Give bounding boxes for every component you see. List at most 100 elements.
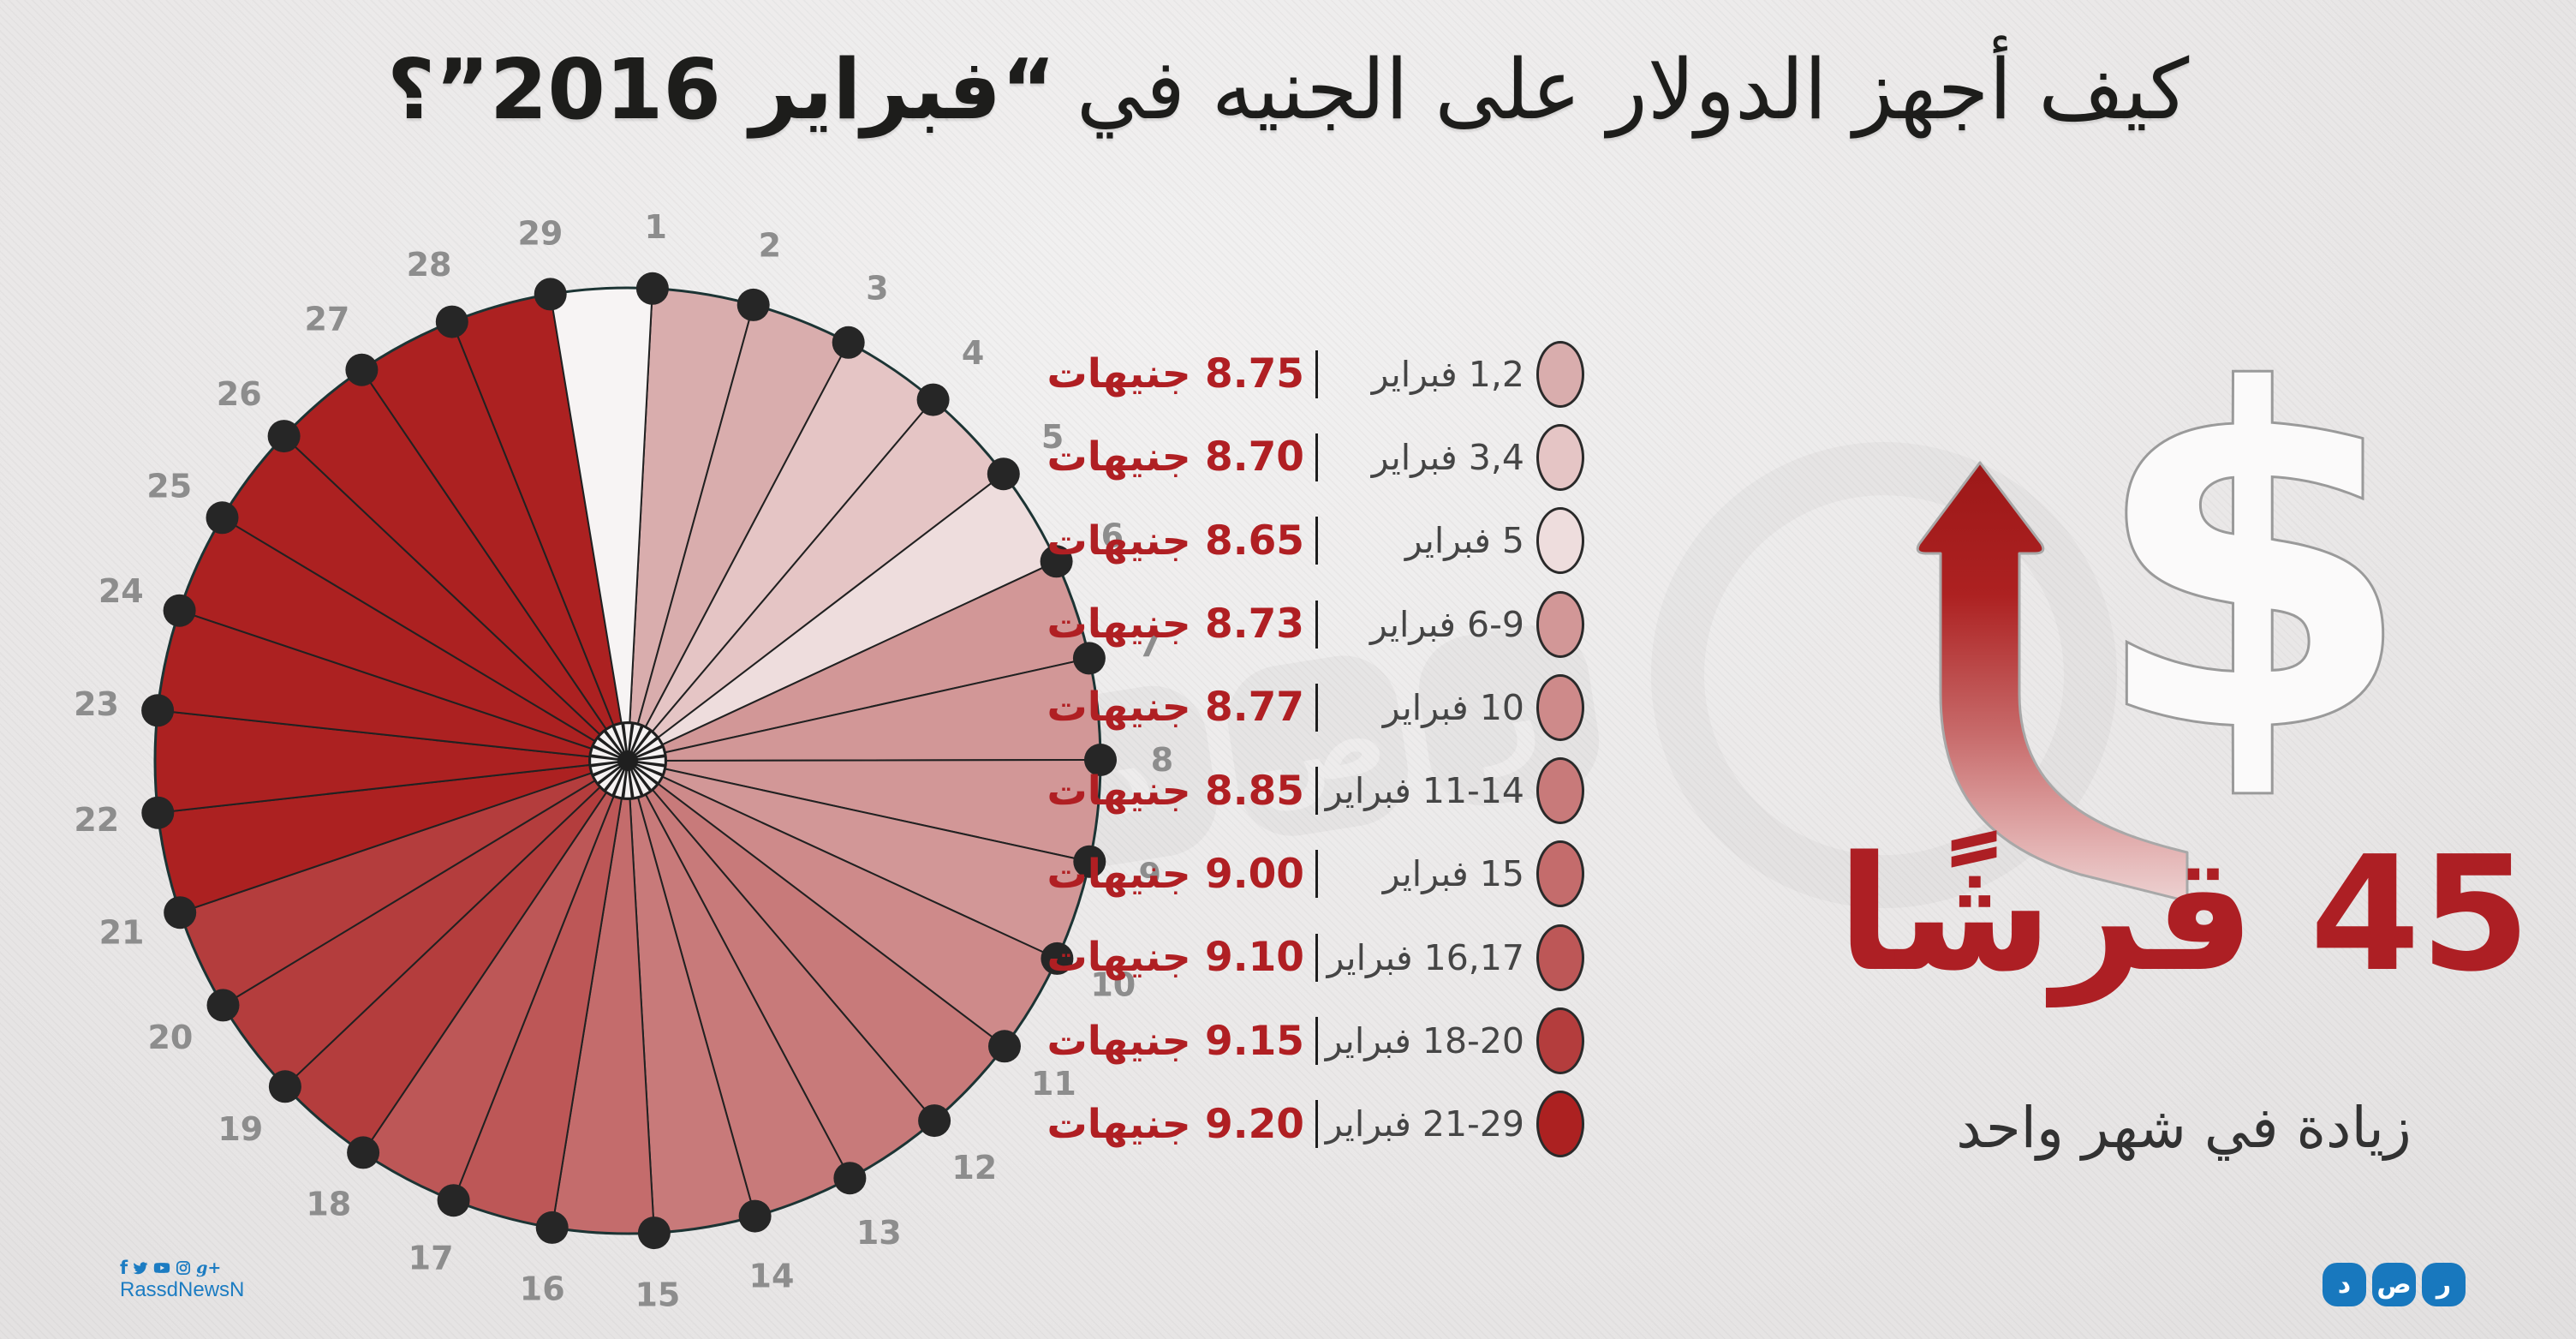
legend-swatch [1536, 507, 1584, 575]
pie-day-label-25: 25 [146, 468, 192, 505]
pie-day-dot-21 [164, 896, 197, 930]
legend-swatch [1536, 673, 1584, 741]
pie-day-label-20: 20 [147, 1019, 193, 1056]
legend-separator [1315, 1017, 1318, 1066]
legend-value: 9.20 جنيهات [1046, 1100, 1304, 1148]
pie-day-dot-23 [141, 694, 175, 727]
logo-box-letter: ص [2372, 1263, 2416, 1306]
pie-hub-ray [606, 768, 623, 794]
legend-swatch [1536, 757, 1584, 825]
legend-swatch [1536, 1007, 1584, 1075]
pie-day-label-21: 21 [99, 914, 145, 952]
rassd-logo: د ص ر [2323, 1263, 2466, 1306]
pie-day-dot-20 [206, 989, 240, 1022]
pie-day-dot-6 [1040, 545, 1073, 578]
legend-row: 11-14 فبراير 8.85 جنيهات [1047, 749, 1584, 832]
legend-date: 6-9 فبراير [1369, 603, 1524, 645]
google-plus-icon: g+ [196, 1258, 222, 1277]
pie-day-label-24: 24 [98, 572, 144, 610]
logo-box-letter: ر [2422, 1263, 2466, 1306]
pie-hub-ray [599, 732, 622, 755]
pie-hub-ray [624, 724, 631, 752]
title-regular: كيف أجهز الدولار على الجنيه في [1076, 41, 2190, 138]
pie-hub-ray [632, 768, 649, 794]
legend-date: 1,2 فبراير [1371, 353, 1524, 395]
dollar-rise-graphic: $ [1916, 293, 2416, 903]
pie-hub-ray [634, 767, 656, 789]
pie-hub-ray [599, 767, 622, 789]
pie-hub-ray [629, 768, 641, 798]
legend-date: 16,17 فبراير [1327, 936, 1524, 978]
pie-hub-center [617, 750, 638, 771]
pie-day-dot-9 [1073, 845, 1106, 878]
legend-date: 15 فبراير [1382, 853, 1524, 895]
pie-day-dot-22 [141, 796, 175, 829]
pie-hub-ray [606, 727, 623, 754]
legend-row: 16,17 فبراير 9.10 جنيهات [1047, 916, 1584, 999]
legend-separator [1315, 767, 1318, 816]
pie-day-dot-16 [535, 1210, 569, 1244]
legend-swatch [1536, 590, 1584, 658]
legend-value: 9.15 جنيهات [1046, 1017, 1304, 1065]
legend-row: 5 فبراير 8.65 جنيهات [1047, 499, 1584, 583]
pie-day-label-1: 1 [644, 208, 666, 246]
pie-day-dot-7 [1072, 642, 1106, 675]
pie-day-label-4: 4 [962, 334, 984, 372]
legend-row: 3,4 فبراير 8.70 جنيهات [1047, 415, 1584, 499]
logo-box-letter: د [2323, 1263, 2366, 1306]
pie-hub-ray [591, 762, 620, 774]
legend-separator [1315, 1100, 1318, 1149]
pie-day-dot-1 [635, 272, 669, 305]
page-title: كيف أجهز الدولار على الجنيه في“فبراير 20… [0, 34, 2576, 146]
legend-date: 3,4 فبراير [1371, 436, 1524, 478]
pie-day-label-16: 16 [520, 1270, 565, 1307]
pie-hub-ray [632, 727, 649, 754]
legend-swatch [1536, 423, 1584, 491]
pie-hub-ray [629, 724, 641, 753]
headline-subtitle: زيادة في شهر واحد [1956, 1095, 2412, 1161]
pie-day-dot-28 [435, 305, 468, 338]
pie-day-label-18: 18 [306, 1185, 351, 1222]
legend-swatch [1536, 924, 1584, 991]
facebook-icon: f [120, 1258, 128, 1278]
pie-day-dot-4 [916, 383, 950, 416]
pie-hub-ray [635, 762, 665, 774]
legend-row: 10 فبراير 8.77 جنيهات [1047, 666, 1584, 749]
legend-value: 8.77 جنيهات [1046, 684, 1304, 732]
social-icons: f g+ [120, 1258, 462, 1278]
pie-day-dot-8 [1084, 744, 1117, 776]
pie-day-label-27: 27 [304, 301, 349, 338]
pie-day-dot-17 [437, 1184, 470, 1217]
pie-day-label-3: 3 [866, 270, 888, 308]
youtube-icon [153, 1261, 170, 1275]
pie-hub-ray [636, 757, 665, 764]
headline-45-piasters: 45 قرشًا [1837, 822, 2531, 1007]
legend-swatch [1536, 1091, 1584, 1158]
pie-day-label-13: 13 [856, 1214, 902, 1252]
pie-day-dot-12 [918, 1104, 951, 1138]
up-arrow-icon [1916, 461, 2189, 903]
pie-day-dot-27 [345, 353, 379, 386]
legend-swatch [1536, 340, 1584, 408]
legend-value: 8.73 جنيهات [1046, 601, 1304, 649]
pie-hub-ray [591, 757, 619, 764]
pie-day-dot-25 [206, 501, 239, 535]
legend-value: 8.85 جنيهات [1046, 767, 1304, 815]
pie-day-dot-26 [267, 420, 301, 453]
social-bar: f g+ RassdNewsN [120, 1258, 462, 1302]
pie-day-label-6: 6 [1101, 517, 1124, 554]
legend-date: 11-14 فبراير [1325, 770, 1524, 812]
pie-day-dot-29 [534, 278, 567, 311]
pie-day-label-11: 11 [1031, 1065, 1076, 1103]
legend-separator [1315, 600, 1318, 649]
legend-row: 1,2 فبراير 8.75 جنيهات [1047, 332, 1584, 415]
instagram-icon [176, 1260, 191, 1276]
pie-day-label-23: 23 [74, 685, 119, 723]
pie-day-label-19: 19 [218, 1110, 263, 1148]
pie-hub-ray [624, 769, 631, 798]
pie-hub-ray [634, 732, 656, 755]
title-highlight: “فبراير 2016”؟ [386, 41, 1056, 138]
pie-chart: 1 234567891011121314151617181920212223242… [74, 208, 1173, 1313]
pie-day-label-2: 2 [759, 227, 781, 265]
legend-value: 8.65 جنيهات [1046, 517, 1304, 565]
